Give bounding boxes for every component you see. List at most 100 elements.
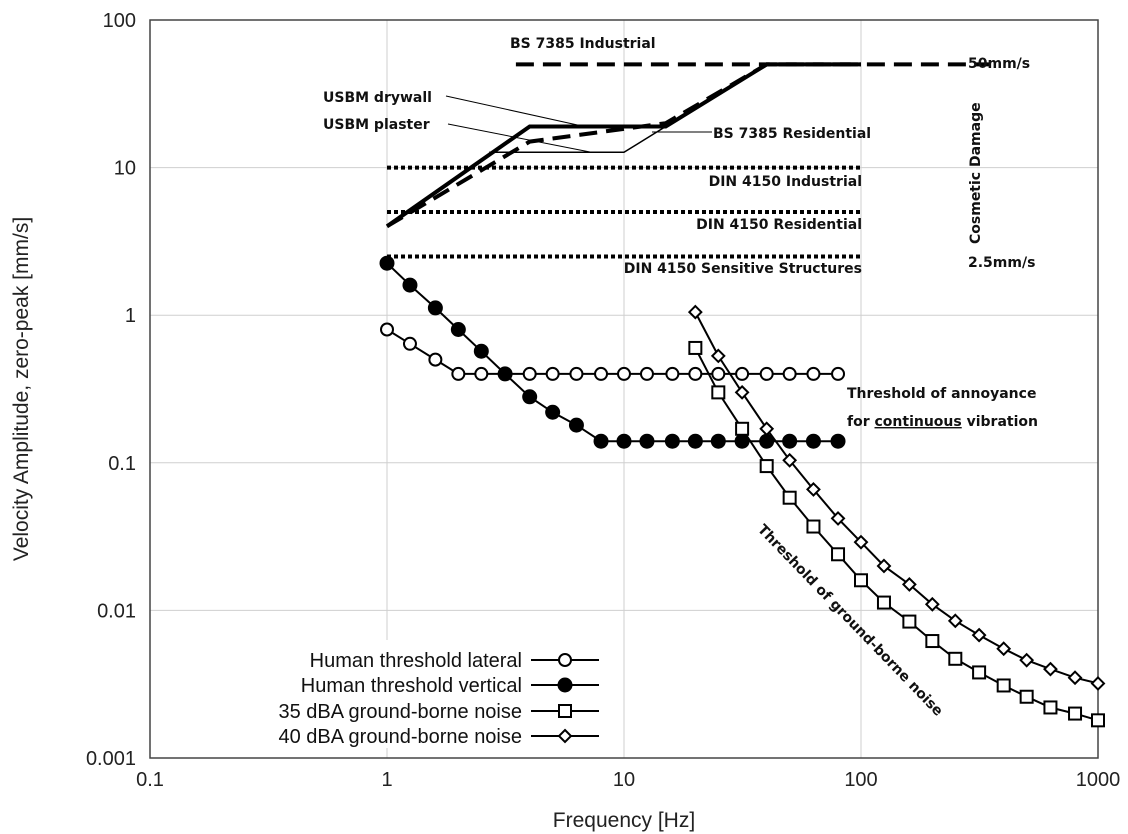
data-point bbox=[1019, 689, 1034, 704]
data-point bbox=[1090, 676, 1106, 691]
x-tick-label: 100 bbox=[844, 769, 877, 791]
data-point bbox=[996, 678, 1011, 693]
data-point bbox=[948, 651, 963, 666]
legend-label: 40 dBA ground-borne noise bbox=[278, 726, 522, 748]
series-line-1 bbox=[386, 262, 838, 443]
annoyance-continuous: continuous bbox=[875, 414, 962, 430]
y-tick-label: 100 bbox=[103, 10, 136, 32]
data-point bbox=[687, 433, 703, 449]
data-point bbox=[380, 322, 394, 337]
data-point bbox=[805, 433, 821, 449]
annoyance-vibration: vibration bbox=[962, 414, 1038, 430]
legend-background bbox=[228, 640, 608, 748]
data-point bbox=[734, 384, 750, 400]
data-point bbox=[664, 433, 680, 449]
ref-line-1 bbox=[385, 62, 861, 229]
x-tick-label: 1 bbox=[381, 769, 392, 791]
x-tick-label: 10 bbox=[613, 769, 635, 791]
data-point bbox=[522, 366, 537, 381]
series-1 bbox=[379, 255, 846, 449]
data-point bbox=[782, 490, 797, 505]
series-group bbox=[379, 255, 1106, 728]
y-tick-label: 1 bbox=[125, 305, 136, 327]
data-point bbox=[428, 352, 443, 367]
data-point bbox=[616, 433, 632, 449]
x-tick-label: 0.1 bbox=[136, 769, 164, 791]
data-point bbox=[379, 255, 395, 271]
data-point bbox=[971, 627, 987, 643]
label-ground-borne-noise: Threshold of ground-borne noise bbox=[754, 522, 946, 720]
data-point bbox=[593, 433, 609, 449]
y-tick-label: 0.001 bbox=[86, 748, 136, 770]
data-point bbox=[545, 404, 561, 420]
label-bs7385-industrial: BS 7385 Industrial bbox=[510, 36, 656, 52]
data-point bbox=[972, 665, 987, 680]
y-tick-label: 10 bbox=[114, 158, 136, 180]
data-point bbox=[876, 595, 891, 610]
tick-labels: 0.1 1 10 100 1000 0.001 0.01 0.1 1 10 100 bbox=[86, 10, 1120, 791]
data-point bbox=[902, 614, 917, 629]
data-point bbox=[711, 385, 726, 400]
data-point bbox=[522, 389, 538, 405]
data-point bbox=[1043, 700, 1058, 715]
data-point bbox=[876, 558, 892, 574]
data-point bbox=[569, 366, 584, 381]
leader-usbm-drywall bbox=[445, 95, 583, 127]
data-point bbox=[806, 366, 821, 381]
data-point bbox=[710, 348, 726, 364]
data-point bbox=[1067, 670, 1083, 686]
data-point bbox=[830, 510, 846, 526]
data-point bbox=[545, 366, 560, 381]
data-point bbox=[451, 366, 466, 381]
data-point bbox=[402, 277, 418, 293]
annoyance-for: for bbox=[847, 414, 875, 430]
ref-line-3 bbox=[489, 125, 667, 154]
data-point bbox=[1091, 713, 1105, 728]
data-point bbox=[854, 573, 868, 588]
y-tick-label: 0.01 bbox=[97, 600, 136, 622]
data-point bbox=[665, 366, 680, 381]
label-bs7385-residential: BS 7385 Residential bbox=[713, 126, 871, 142]
data-point bbox=[711, 366, 726, 381]
data-point bbox=[759, 459, 774, 474]
label-din-residential: DIN 4150 Residential bbox=[696, 217, 862, 233]
legend-label: 35 dBA ground-borne noise bbox=[278, 701, 522, 723]
grid-lines bbox=[150, 20, 1098, 758]
legend-marker bbox=[558, 704, 572, 718]
legend-label: Human threshold lateral bbox=[310, 650, 522, 672]
data-point bbox=[853, 534, 869, 550]
data-point bbox=[497, 366, 513, 382]
data-point bbox=[782, 366, 797, 381]
data-point bbox=[759, 366, 774, 381]
label-usbm-plaster: USBM plaster bbox=[323, 117, 430, 133]
legend-marker bbox=[558, 653, 572, 667]
data-point bbox=[427, 300, 443, 316]
series-2 bbox=[688, 340, 1105, 728]
series-0 bbox=[380, 322, 846, 381]
data-point bbox=[450, 322, 466, 338]
data-point bbox=[924, 596, 940, 612]
label-2-5mms: 2.5mm/s bbox=[968, 255, 1035, 271]
data-point bbox=[402, 336, 417, 351]
series-line-0 bbox=[386, 328, 838, 375]
x-axis-title: Frequency [Hz] bbox=[553, 809, 695, 832]
data-point bbox=[735, 366, 750, 381]
data-point bbox=[901, 576, 917, 592]
data-point bbox=[594, 366, 609, 381]
data-point bbox=[687, 304, 703, 320]
label-annoyance-line2: for continuous vibration bbox=[847, 414, 1038, 430]
legend-label: Human threshold vertical bbox=[301, 675, 522, 697]
data-point bbox=[568, 417, 584, 433]
data-point bbox=[806, 519, 821, 534]
data-point bbox=[1068, 706, 1083, 721]
data-point bbox=[639, 433, 655, 449]
data-point bbox=[1019, 652, 1035, 668]
label-annoyance-line1: Threshold of annoyance bbox=[847, 386, 1036, 402]
data-point bbox=[639, 366, 654, 381]
leader-usbm-plaster bbox=[447, 123, 591, 153]
x-tick-label: 1000 bbox=[1076, 769, 1121, 791]
label-usbm-drywall: USBM drywall bbox=[323, 90, 432, 106]
data-point bbox=[782, 433, 798, 449]
series-3 bbox=[687, 304, 1106, 691]
data-point bbox=[474, 366, 489, 381]
